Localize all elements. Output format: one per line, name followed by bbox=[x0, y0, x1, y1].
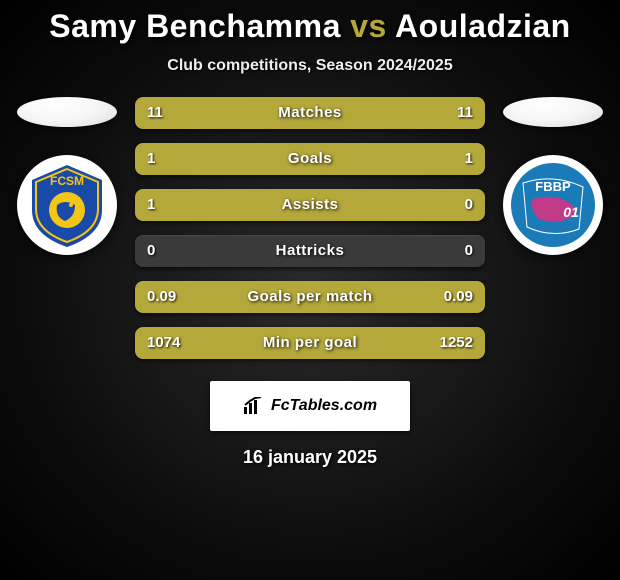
right-club-logo: FBBP 01 bbox=[503, 155, 603, 255]
stat-bar: 0.090.09Goals per match bbox=[135, 281, 485, 313]
fcsm-logo-icon: FCSM bbox=[17, 155, 117, 255]
date-label: 16 january 2025 bbox=[0, 447, 620, 468]
stat-bar: 10741252Min per goal bbox=[135, 327, 485, 359]
right-side: FBBP 01 bbox=[503, 97, 603, 255]
main-row: FCSM 1111Matches 11Goals 10Assists 00Hattri… bbox=[0, 97, 620, 373]
svg-text:FCSM: FCSM bbox=[50, 174, 84, 188]
stat-bar: 10Assists bbox=[135, 189, 485, 221]
stat-bar: 00Hattricks bbox=[135, 235, 485, 267]
watermark-text: FcTables.com bbox=[271, 397, 377, 415]
svg-text:01: 01 bbox=[563, 204, 579, 220]
vs-label: vs bbox=[350, 8, 387, 44]
stat-label: Assists bbox=[135, 189, 485, 221]
title: Samy Benchamma vs Aouladzian bbox=[0, 8, 620, 45]
stat-bar: 11Goals bbox=[135, 143, 485, 175]
comparison-card: Samy Benchamma vs Aouladzian Club compet… bbox=[0, 0, 620, 468]
stat-bar: 1111Matches bbox=[135, 97, 485, 129]
svg-text:FBBP: FBBP bbox=[535, 179, 571, 194]
stat-label: Goals bbox=[135, 143, 485, 175]
stat-label: Matches bbox=[135, 97, 485, 129]
stat-label: Hattricks bbox=[135, 235, 485, 267]
watermark-badge: FcTables.com bbox=[210, 381, 410, 431]
player2-name: Aouladzian bbox=[395, 8, 571, 44]
right-flag-icon bbox=[503, 97, 603, 127]
left-side: FCSM bbox=[17, 97, 117, 255]
left-flag-icon bbox=[17, 97, 117, 127]
left-club-logo: FCSM bbox=[17, 155, 117, 255]
chart-icon bbox=[243, 397, 265, 415]
stats-panel: 1111Matches 11Goals 10Assists 00Hattricks 0.… bbox=[135, 97, 485, 373]
player1-name: Samy Benchamma bbox=[49, 8, 341, 44]
fbbp-logo-icon: FBBP 01 bbox=[503, 155, 603, 255]
stat-label: Min per goal bbox=[135, 327, 485, 359]
stat-label: Goals per match bbox=[135, 281, 485, 313]
subtitle: Club competitions, Season 2024/2025 bbox=[0, 57, 620, 75]
